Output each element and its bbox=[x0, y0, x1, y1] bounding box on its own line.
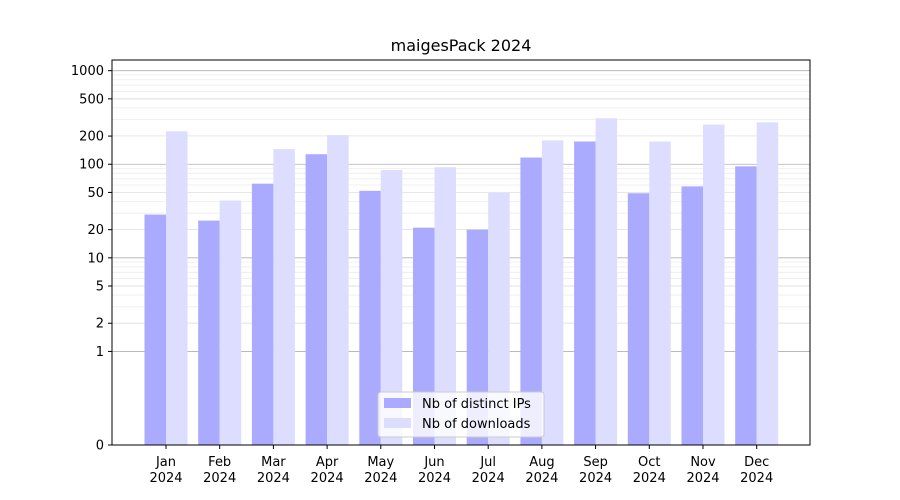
y-tick-label: 2 bbox=[96, 317, 104, 332]
bar-downloads bbox=[273, 149, 295, 445]
x-tick-label: Mar 2024 bbox=[257, 455, 290, 486]
bar-downloads bbox=[756, 122, 779, 445]
legend-box bbox=[377, 391, 545, 438]
bar-distinct-ips bbox=[681, 186, 703, 445]
bar-distinct-ips bbox=[413, 227, 435, 445]
bar-downloads bbox=[380, 169, 403, 445]
bar-distinct-ips bbox=[574, 141, 596, 445]
plot-area bbox=[111, 59, 811, 446]
bar-downloads bbox=[595, 118, 618, 445]
y-tick-label: 50 bbox=[87, 186, 104, 201]
x-tick-label: May 2024 bbox=[364, 455, 397, 486]
bar-distinct-ips bbox=[627, 193, 650, 445]
x-tick-label: Sep 2024 bbox=[579, 455, 612, 486]
bar-distinct-ips bbox=[466, 229, 489, 445]
bar-distinct-ips bbox=[305, 154, 328, 446]
bar-distinct-ips bbox=[359, 190, 381, 445]
x-tick-label: Feb 2024 bbox=[203, 455, 236, 486]
x-tick-label: Aug 2024 bbox=[525, 455, 558, 486]
y-tick-label: 0 bbox=[96, 439, 104, 454]
bar-downloads bbox=[434, 167, 456, 446]
bar-distinct-ips bbox=[198, 220, 220, 445]
y-tick-label: 500 bbox=[79, 92, 104, 107]
x-tick-label: Dec 2024 bbox=[740, 455, 773, 486]
y-tick-label: 5 bbox=[96, 280, 104, 295]
bar-downloads bbox=[541, 140, 564, 445]
bar-distinct-ips bbox=[520, 157, 542, 445]
x-axis: Jan 2024 Feb 2024 Mar 2024 Apr 2024 May 2024 Jun 20… bbox=[149, 445, 773, 486]
chart-title: maigesPack 2024 bbox=[391, 36, 532, 55]
legend-label: Nb of downloads bbox=[422, 417, 531, 432]
bar-distinct-ips bbox=[251, 183, 274, 445]
legend-swatch bbox=[384, 398, 411, 408]
bar-downloads bbox=[219, 200, 242, 445]
y-tick-label: 1000 bbox=[71, 64, 104, 79]
bar-downloads bbox=[327, 135, 349, 445]
x-tick-label: Oct 2024 bbox=[633, 455, 666, 486]
y-tick-label: 200 bbox=[79, 130, 104, 145]
bar-downloads bbox=[488, 192, 510, 445]
x-tick-label: Jun 2024 bbox=[418, 455, 451, 486]
legend: Nb of distinct IPs Nb of downloads bbox=[377, 391, 545, 438]
y-tick-label: 1 bbox=[96, 345, 104, 360]
y-axis: 0 1 2 5 10 20 50 100 200 500 1000 bbox=[71, 64, 112, 454]
bar-downloads bbox=[649, 141, 671, 445]
x-tick-label: Jan 2024 bbox=[149, 455, 182, 486]
legend-label: Nb of distinct IPs bbox=[422, 397, 531, 412]
bar-distinct-ips bbox=[735, 166, 757, 445]
y-tick-label: 10 bbox=[87, 251, 104, 266]
legend-swatch bbox=[384, 418, 411, 428]
x-tick-label: Nov 2024 bbox=[686, 455, 719, 486]
x-tick-label: Jul 2024 bbox=[472, 455, 505, 486]
y-tick-label: 100 bbox=[79, 158, 104, 173]
bar-downloads bbox=[703, 124, 725, 445]
y-tick-label: 20 bbox=[87, 223, 104, 238]
bar-downloads bbox=[166, 131, 188, 445]
x-tick-label: Apr 2024 bbox=[311, 455, 344, 486]
bars bbox=[144, 118, 779, 446]
bar-distinct-ips bbox=[144, 214, 166, 445]
